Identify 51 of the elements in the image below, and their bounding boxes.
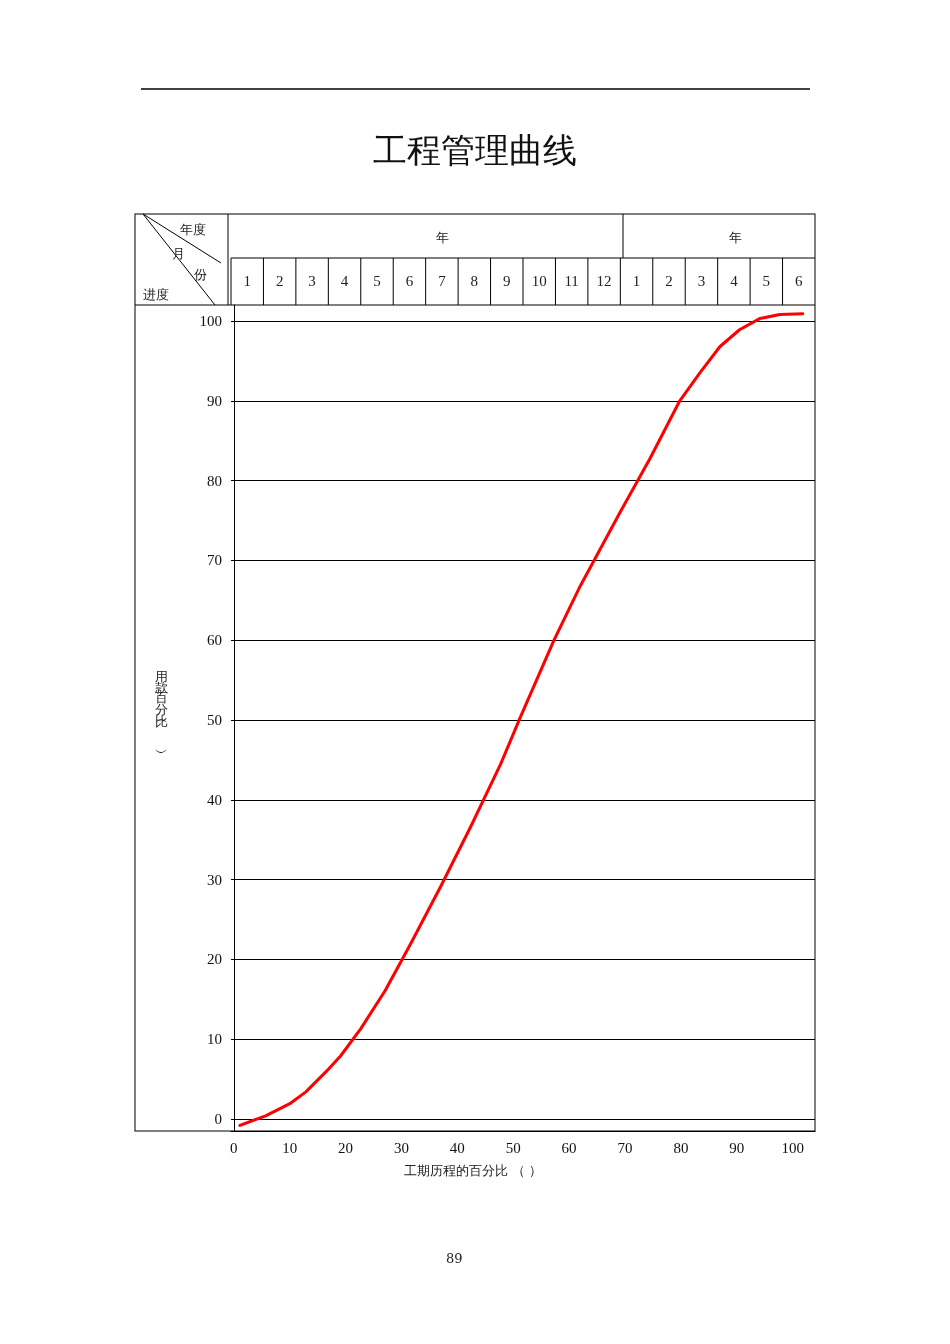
text: 年度 — [180, 221, 206, 239]
x-tick-label: 20 — [338, 1139, 354, 1156]
text: 2 — [664, 273, 674, 290]
x-tick-label: 30 — [393, 1139, 409, 1156]
text: 份 — [194, 266, 207, 284]
text: 年 — [436, 229, 449, 247]
y-tick-label: 60 — [207, 632, 222, 649]
text: 4 — [339, 273, 350, 290]
x-tick-label: 100 — [781, 1139, 804, 1156]
y-tick-label: 90 — [207, 392, 222, 409]
text: 1 — [631, 273, 642, 290]
x-tick-label: 80 — [673, 1139, 689, 1156]
text: 6 — [404, 273, 415, 290]
text: 3 — [307, 273, 317, 290]
x-tick-label: 50 — [505, 1139, 521, 1156]
text: 5 — [761, 273, 772, 290]
x-tick-label: 90 — [729, 1139, 745, 1156]
text: 5 — [372, 273, 382, 290]
text: 3 — [696, 273, 707, 290]
text: 89 — [446, 1251, 463, 1266]
text: 2 — [274, 273, 285, 290]
text: 6 — [794, 273, 804, 290]
text: 进度 — [143, 286, 169, 304]
text: 月 — [172, 245, 185, 263]
y-tick-label: 80 — [207, 472, 222, 489]
text: 1 — [242, 273, 252, 290]
x-tick-label: 10 — [282, 1139, 298, 1156]
x-axis-title: 工期历程的百分比 （ ） — [404, 1162, 543, 1180]
x-tick-label: 70 — [617, 1139, 633, 1156]
y-tick-label: 0 — [214, 1111, 222, 1128]
text: 4 — [729, 273, 739, 290]
y-tick-label: 70 — [207, 552, 222, 569]
y-axis-title: 用款百分比（ ） — [153, 660, 170, 753]
text: 7 — [437, 273, 447, 290]
y-tick-label: 100 — [199, 312, 222, 329]
y-tick-label: 50 — [207, 712, 222, 728]
x-tick-label: 40 — [449, 1139, 465, 1156]
chart-title: 工程管理曲线 — [373, 130, 577, 170]
line-series — [238, 312, 805, 1127]
y-tick-label: 40 — [207, 791, 222, 808]
y-tick-label: 10 — [207, 1031, 222, 1048]
x-tick-label: 0 — [230, 1139, 238, 1156]
text: 9 — [502, 273, 512, 290]
text: 12 — [595, 273, 613, 290]
y-tick-label: 30 — [207, 871, 222, 888]
x-tick-label: 60 — [561, 1139, 577, 1156]
text: 年 — [729, 229, 742, 247]
y-tick-label: 20 — [207, 951, 222, 968]
text: 8 — [469, 273, 480, 290]
text: 11 — [563, 273, 580, 290]
text: 10 — [530, 273, 548, 290]
